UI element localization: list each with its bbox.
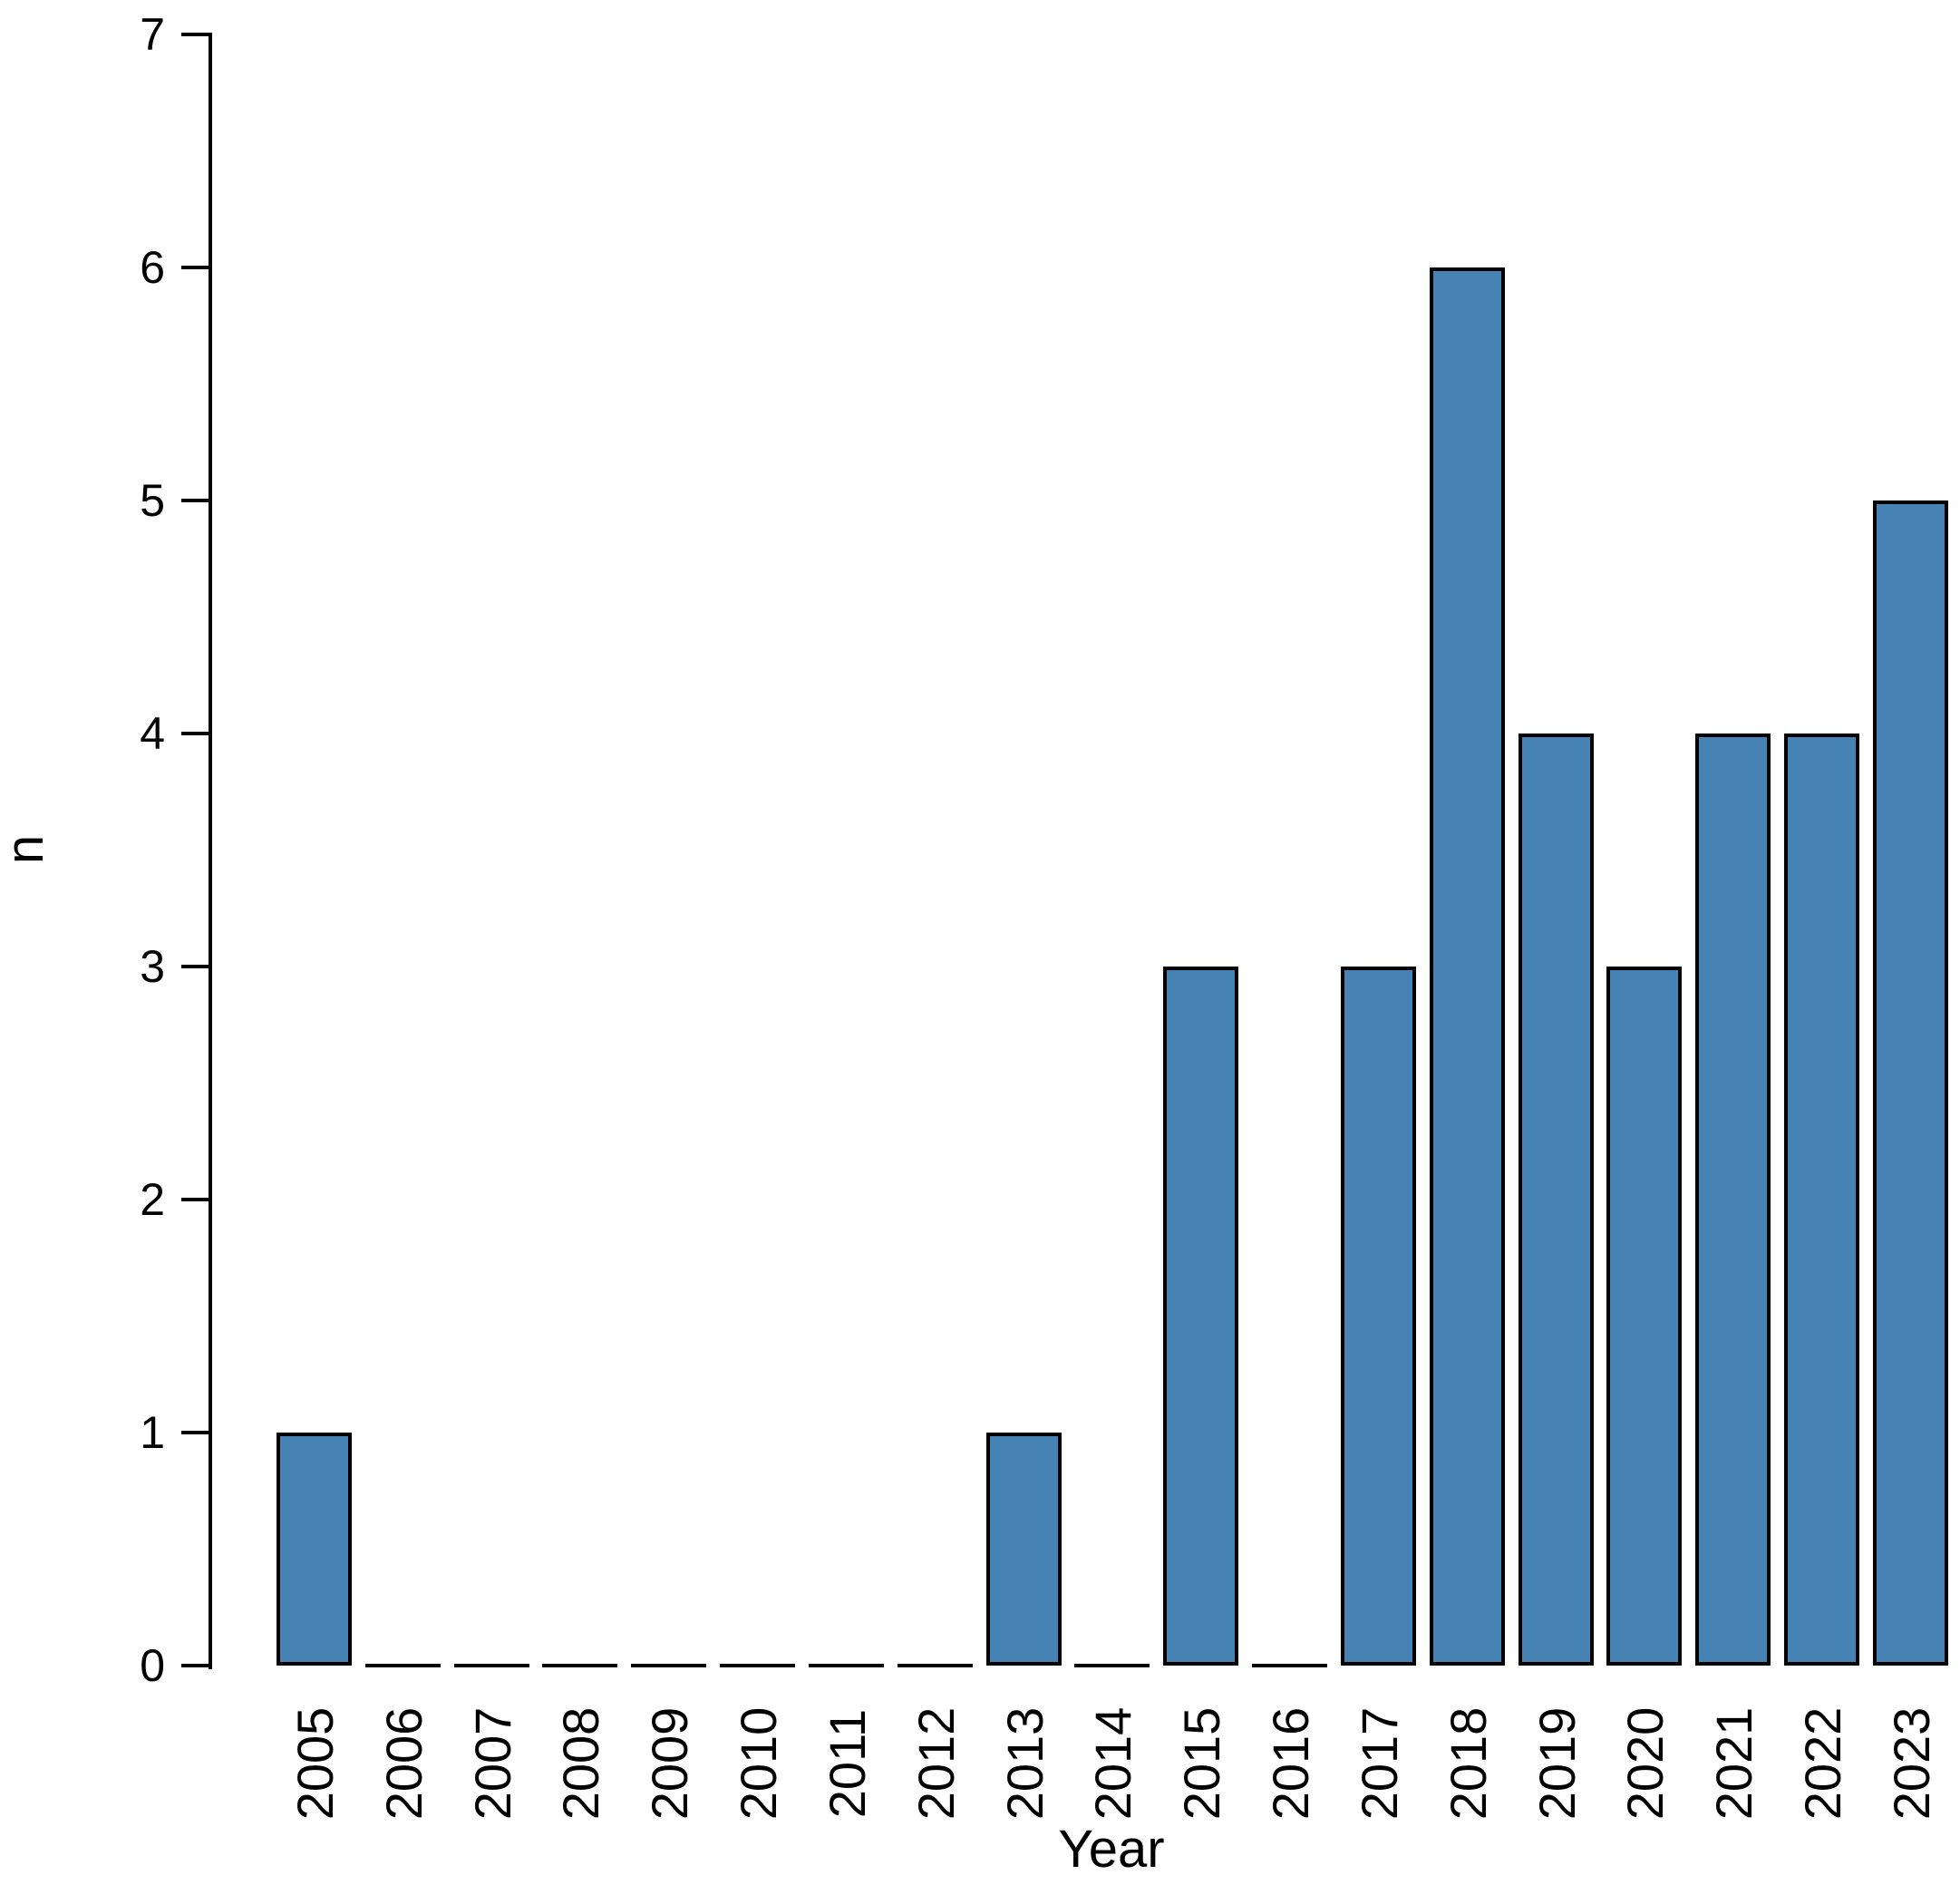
y-tick-label-5: 5 [140, 475, 165, 526]
y-tick-2 [181, 1198, 210, 1201]
bar-2017 [1341, 967, 1416, 1666]
y-tick-4 [181, 732, 210, 735]
bar-2005 [277, 1433, 352, 1666]
x-tick-label-2017: 2017 [1350, 1706, 1407, 1821]
y-axis-title: n [0, 834, 54, 865]
bar-2016-zero [1252, 1664, 1327, 1667]
bar-2009-zero [631, 1664, 706, 1667]
x-tick-label-2007: 2007 [463, 1706, 520, 1821]
bar-2007-zero [454, 1664, 529, 1667]
bar-2018 [1430, 267, 1505, 1666]
bar-2019 [1519, 734, 1594, 1666]
bar-2022 [1784, 734, 1859, 1666]
bar-2013 [986, 1433, 1062, 1666]
bar-2010-zero [720, 1664, 795, 1667]
x-tick-label-2008: 2008 [551, 1706, 608, 1821]
bar-2008-zero [542, 1664, 617, 1667]
y-tick-label-3: 3 [140, 941, 165, 992]
y-tick-3 [181, 965, 210, 968]
bar-2021 [1695, 734, 1771, 1666]
y-tick-5 [181, 499, 210, 502]
x-tick-label-2013: 2013 [995, 1706, 1053, 1821]
y-tick-label-4: 4 [140, 708, 165, 759]
y-axis-line [209, 33, 212, 1669]
x-tick-label-2023: 2023 [1882, 1706, 1939, 1821]
x-tick-label-2011: 2011 [818, 1708, 875, 1819]
bar-2023 [1873, 500, 1948, 1666]
x-tick-label-2020: 2020 [1616, 1706, 1673, 1821]
y-tick-label-0: 0 [140, 1640, 165, 1691]
x-tick-label-2009: 2009 [640, 1706, 697, 1821]
x-tick-label-2006: 2006 [374, 1706, 432, 1821]
x-tick-label-2014: 2014 [1083, 1706, 1140, 1821]
bar-2011-zero [809, 1664, 884, 1667]
x-tick-label-2021: 2021 [1704, 1706, 1761, 1821]
x-tick-label-2018: 2018 [1439, 1706, 1496, 1821]
x-tick-label-2010: 2010 [729, 1706, 786, 1821]
y-tick-label-1: 1 [140, 1407, 165, 1458]
x-tick-label-2005: 2005 [286, 1706, 343, 1821]
x-axis-title: Year [1058, 1820, 1165, 1879]
x-tick-label-2015: 2015 [1172, 1706, 1229, 1821]
y-tick-1 [181, 1431, 210, 1434]
y-tick-label-2: 2 [140, 1174, 165, 1225]
x-tick-label-2016: 2016 [1261, 1706, 1318, 1821]
y-tick-0 [181, 1664, 210, 1667]
bar-2020 [1606, 967, 1682, 1666]
bar-2006-zero [365, 1664, 441, 1667]
bar-2012-zero [898, 1664, 973, 1667]
y-tick-6 [181, 266, 210, 269]
y-tick-label-7: 7 [140, 9, 165, 60]
bar-2015 [1163, 967, 1238, 1666]
y-tick-label-6: 6 [140, 242, 165, 293]
x-tick-label-2012: 2012 [907, 1706, 964, 1821]
bar-2014-zero [1074, 1664, 1150, 1667]
y-tick-7 [181, 33, 210, 36]
x-tick-label-2019: 2019 [1528, 1706, 1585, 1821]
x-tick-label-2022: 2022 [1793, 1706, 1850, 1821]
